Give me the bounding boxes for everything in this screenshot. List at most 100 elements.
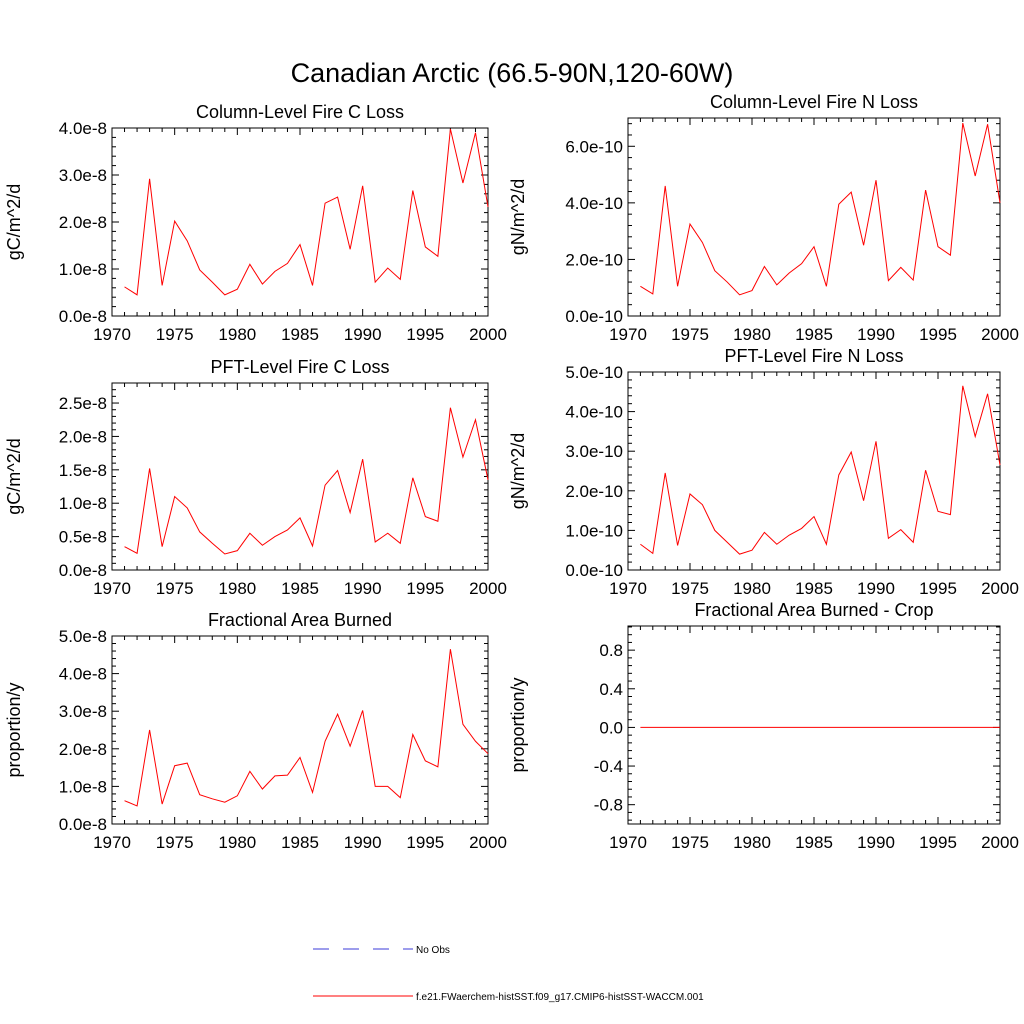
y-tick-label: 1.0e-8 <box>59 494 107 513</box>
chart-panel-2: Column-Level Fire N Loss 1970 1975 1980 1985… <box>508 92 1019 344</box>
series-line <box>124 128 489 296</box>
y-axis-label: gN/m^2/d <box>508 433 528 509</box>
x-tick-label: 1975 <box>671 833 709 852</box>
panel-title: Column-Level Fire N Loss <box>710 92 918 112</box>
x-tick-label: 1995 <box>406 325 444 344</box>
chart-panel-1: Column-Level Fire C Loss 1970 1975 1980 1985… <box>4 102 507 344</box>
x-tick-label: 1985 <box>281 833 319 852</box>
x-tick-label: 1980 <box>733 833 771 852</box>
x-tick-label: 2000 <box>981 579 1019 598</box>
x-tick-label: 1980 <box>733 579 771 598</box>
y-tick-label: 0.4 <box>599 680 623 699</box>
plot-frame <box>627 625 1001 825</box>
y-tick-label: 4.0e-8 <box>59 119 107 138</box>
y-tick-label: 0.0e-10 <box>565 307 623 326</box>
x-tick-label: 1970 <box>609 325 647 344</box>
y-tick-label: 1.0e-8 <box>59 777 107 796</box>
x-tick-label: 1995 <box>919 579 957 598</box>
x-tick-label: 1970 <box>609 833 647 852</box>
chart-panel-3: PFT-Level Fire C Loss 1970 1975 1980 1985 199… <box>4 357 507 598</box>
y-tick-label: 2.0e-8 <box>59 740 107 759</box>
plot-frame <box>111 635 489 825</box>
series-line <box>640 122 1001 296</box>
x-tick-label: 1990 <box>344 579 382 598</box>
y-tick-label: 3.0e-8 <box>59 166 107 185</box>
plot-frame <box>111 382 489 571</box>
x-tick-label: 1990 <box>344 833 382 852</box>
x-tick-label: 2000 <box>469 579 507 598</box>
x-tick-label: 1975 <box>671 579 709 598</box>
panel-title: PFT-Level Fire N Loss <box>724 346 903 366</box>
x-tick-label: 1985 <box>795 579 833 598</box>
y-tick-label: 0.0e-8 <box>59 307 107 326</box>
y-axis-label: gC/m^2/d <box>4 184 24 260</box>
y-tick-label: -0.4 <box>594 757 623 776</box>
x-tick-label: 1990 <box>857 325 895 344</box>
chart-panel-5: Fractional Area Burned 1970 1975 1980 1985 19… <box>4 610 507 852</box>
x-tick-label: 1980 <box>218 325 256 344</box>
panels: Column-Level Fire C Loss 1970 1975 1980 1985… <box>4 92 1019 852</box>
y-tick-label: 5.0e-10 <box>565 363 623 382</box>
y-tick-label: -0.8 <box>594 796 623 815</box>
y-tick-label: 2.0e-10 <box>565 250 623 269</box>
x-tick-label: 1975 <box>156 579 194 598</box>
chart-panel-6: Fractional Area Burned - Crop 1970 1975 198… <box>508 600 1019 852</box>
series-line <box>124 407 489 555</box>
x-tick-label: 1970 <box>93 579 131 598</box>
x-tick-label: 1980 <box>733 325 771 344</box>
y-tick-label: 6.0e-10 <box>565 137 623 156</box>
x-tick-label: 1995 <box>406 579 444 598</box>
x-tick-label: 1985 <box>795 833 833 852</box>
x-tick-label: 1995 <box>406 833 444 852</box>
plot-frame <box>627 117 1001 317</box>
y-tick-label: 4.0e-8 <box>59 665 107 684</box>
y-tick-label: 2.0e-8 <box>59 213 107 232</box>
x-tick-label: 1980 <box>218 833 256 852</box>
y-tick-label: 0.0 <box>599 718 623 737</box>
y-tick-label: 5.0e-8 <box>59 627 107 646</box>
plot-frame <box>627 371 1001 571</box>
panel-title: Fractional Area Burned - Crop <box>694 600 933 620</box>
chart-panel-4: PFT-Level Fire N Loss 1970 1975 1980 1985 199… <box>508 346 1019 598</box>
y-tick-label: 4.0e-10 <box>565 194 623 213</box>
x-tick-label: 1995 <box>919 325 957 344</box>
x-tick-label: 1990 <box>857 833 895 852</box>
x-tick-label: 1990 <box>344 325 382 344</box>
panel-title: Column-Level Fire C Loss <box>196 102 404 122</box>
legend-model-label: f.e21.FWaerchem-histSST.f09_g17.CMIP6-hi… <box>416 992 704 1003</box>
x-tick-label: 1985 <box>795 325 833 344</box>
y-tick-label: 1.5e-8 <box>59 461 107 480</box>
x-tick-label: 1975 <box>156 833 194 852</box>
plot-frame <box>111 127 489 317</box>
x-tick-label: 1980 <box>218 579 256 598</box>
panel-title: Fractional Area Burned <box>208 610 392 630</box>
x-tick-label: 1975 <box>156 325 194 344</box>
y-tick-label: 2.5e-8 <box>59 394 107 413</box>
y-tick-label: 3.0e-10 <box>565 442 623 461</box>
x-tick-label: 1970 <box>93 325 131 344</box>
y-tick-label: 4.0e-10 <box>565 403 623 422</box>
x-tick-label: 1975 <box>671 325 709 344</box>
x-tick-label: 1985 <box>281 579 319 598</box>
x-tick-label: 1995 <box>919 833 957 852</box>
x-tick-label: 1985 <box>281 325 319 344</box>
panel-title: PFT-Level Fire C Loss <box>210 357 389 377</box>
y-tick-label: 0.0e-8 <box>59 561 107 580</box>
y-axis-label: gC/m^2/d <box>4 438 24 514</box>
y-tick-label: 0.0e-8 <box>59 815 107 834</box>
figure-title: Canadian Arctic (66.5-90N,120-60W) <box>291 58 734 88</box>
x-tick-label: 1990 <box>857 579 895 598</box>
x-tick-label: 1970 <box>93 833 131 852</box>
x-tick-label: 2000 <box>981 833 1019 852</box>
series-line <box>640 385 1001 555</box>
y-tick-label: 2.0e-10 <box>565 482 623 501</box>
legend: No Obs f.e21.FWaerchem-histSST.f09_g17.C… <box>313 945 704 1003</box>
y-tick-label: 0.0e-10 <box>565 561 623 580</box>
y-tick-label: 1.0e-10 <box>565 521 623 540</box>
y-tick-label: 3.0e-8 <box>59 702 107 721</box>
x-tick-label: 1970 <box>609 579 647 598</box>
x-tick-label: 2000 <box>469 833 507 852</box>
y-axis-label: proportion/y <box>4 682 24 777</box>
legend-obs-label: No Obs <box>416 945 450 956</box>
